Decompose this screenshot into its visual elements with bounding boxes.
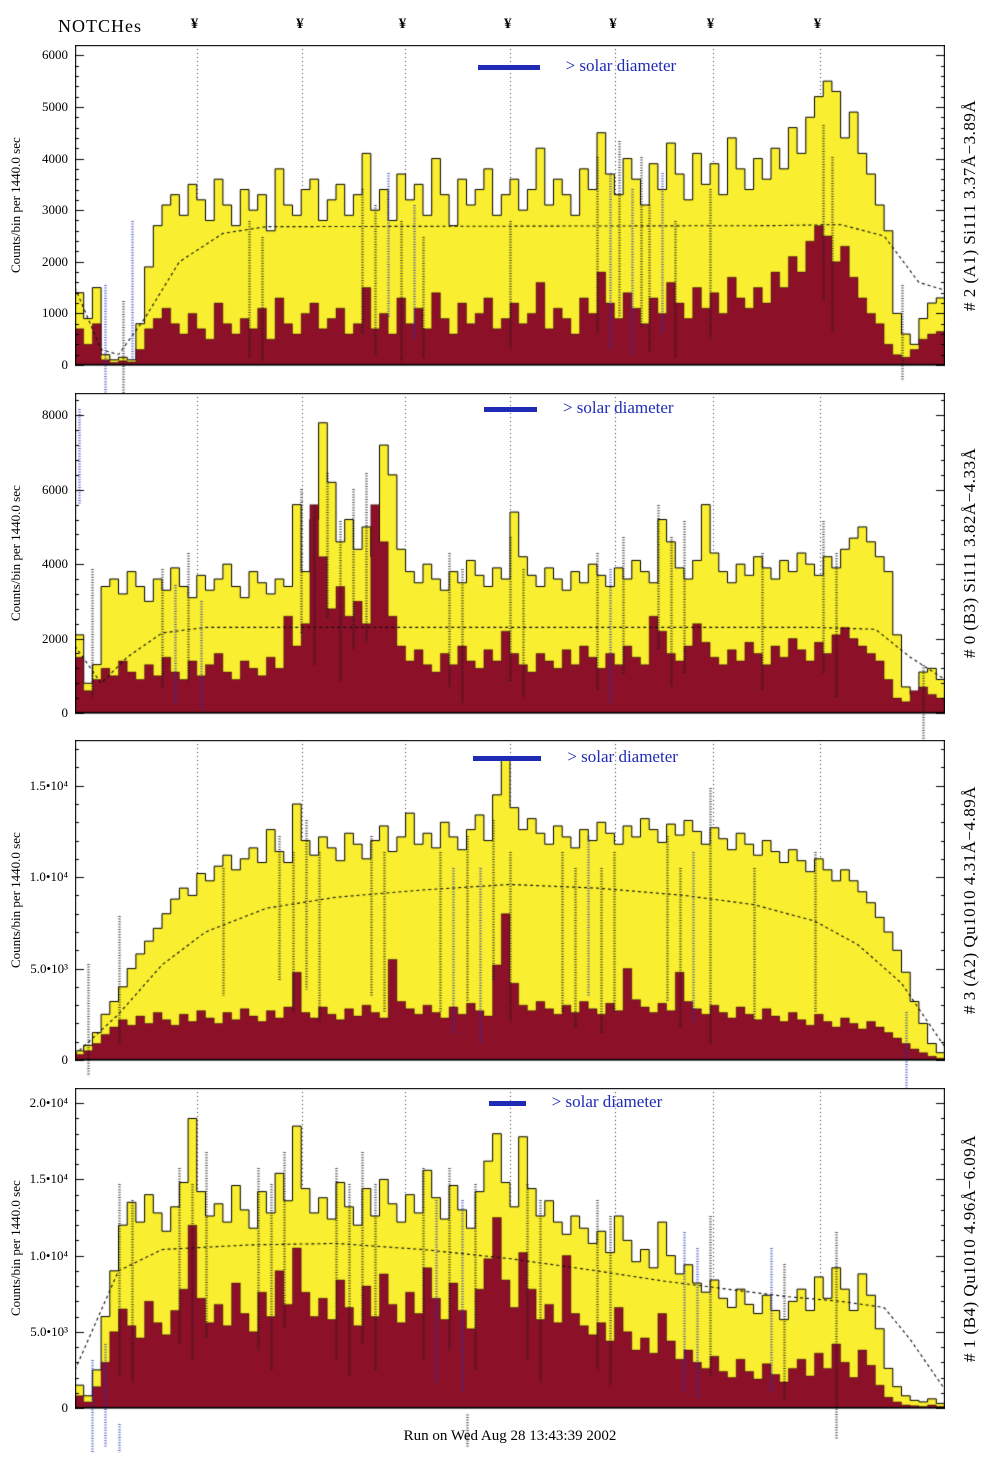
notch-symbol: ¥ <box>609 16 617 32</box>
panel-2-ytick-label: 0 <box>61 705 69 720</box>
panel-3-channel-label: # 3 (A2) Qu1010 4.31Å−4.89Å <box>960 785 979 1015</box>
footer-run-label: Run on Wed Aug 28 13:43:39 2002 <box>403 1428 617 1444</box>
panel-1-plot-canvas <box>75 45 945 413</box>
panel-1-ytick-label: 0 <box>61 357 69 372</box>
panel-1-solar-diameter-label: > solar diameter <box>565 56 677 75</box>
panel-4-ytick-label: 1.0•10⁴ <box>29 1247 68 1263</box>
panel-3-ytick-label: 0 <box>61 1052 69 1067</box>
panel-2-ytick-label: 2000 <box>42 630 68 646</box>
panel-2-solar-diameter-label: > solar diameter <box>562 398 674 417</box>
panel-1-ytick-label: 3000 <box>42 202 68 218</box>
panel-3-plot-canvas <box>75 740 945 1108</box>
notch-symbol: ¥ <box>706 16 715 32</box>
panel-4-plot-canvas <box>75 1088 945 1456</box>
notch-symbol: ¥ <box>504 16 512 32</box>
panel-4-solar-diameter-label: > solar diameter <box>551 1092 663 1111</box>
panel-3-ytick-label: 1.0•10⁴ <box>29 869 68 885</box>
panel-1-y-axis-label: Counts/bin per 1440.0 sec <box>8 137 23 273</box>
notch-symbol: ¥ <box>813 16 822 32</box>
panel-2-channel-label: # 0 (B3) Si111 3.82Å−4.33Å <box>960 447 979 659</box>
panel-4-ytick-label: 0 <box>61 1400 69 1415</box>
panel-4-channel-label: # 1 (B4) Qu1010 4.96Å−6.09Å <box>960 1134 979 1362</box>
panel-3-ytick-label: 1.5•10⁴ <box>29 777 68 793</box>
notch-symbol: ¥ <box>296 16 304 32</box>
panel-1-solar-diameter-bar <box>477 65 540 70</box>
panel-4-ytick-label: 1.5•10⁴ <box>29 1171 68 1187</box>
panel-1-ytick-label: 2000 <box>42 253 68 269</box>
panel-4-ytick-label: 2.0•10⁴ <box>29 1095 68 1111</box>
panel-1-ytick-label: 5000 <box>42 98 68 114</box>
panel-4-ytick-label: 5.0•10³ <box>30 1323 68 1339</box>
panel-1-channel-label: # 2 (A1) Si111 3.37Å−3.89Å <box>960 99 979 311</box>
panel-2-plot-canvas <box>75 393 945 761</box>
panel-2-y-axis-label: Counts/bin per 1440.0 sec <box>8 485 23 621</box>
panel-3-solar-diameter-label: > solar diameter <box>567 747 678 766</box>
notch-symbol: ¥ <box>190 16 199 32</box>
notch-symbol: ¥ <box>398 16 407 32</box>
panel-3-y-axis-label: Counts/bin per 1440.0 sec <box>8 832 23 968</box>
panel-3-ytick-label: 5.0•10³ <box>30 960 68 976</box>
panel-4-solar-diameter-bar <box>489 1101 526 1106</box>
panel-4-y-axis-label: Counts/bin per 1440.0 sec <box>8 1180 23 1316</box>
panel-2-ytick-label: 6000 <box>42 481 68 497</box>
panel-1-ytick-label: 1000 <box>42 305 68 321</box>
panel-1-ytick-label: 4000 <box>42 150 68 166</box>
panel-3-solar-diameter-bar <box>473 756 542 761</box>
panel-2-solar-diameter-bar <box>483 407 537 412</box>
panel-2-ytick-label: 8000 <box>42 407 68 423</box>
panel-2-ytick-label: 4000 <box>42 556 68 572</box>
panel-1-ytick-label: 6000 <box>42 47 68 63</box>
notches-label: NOTCHes <box>58 16 142 36</box>
